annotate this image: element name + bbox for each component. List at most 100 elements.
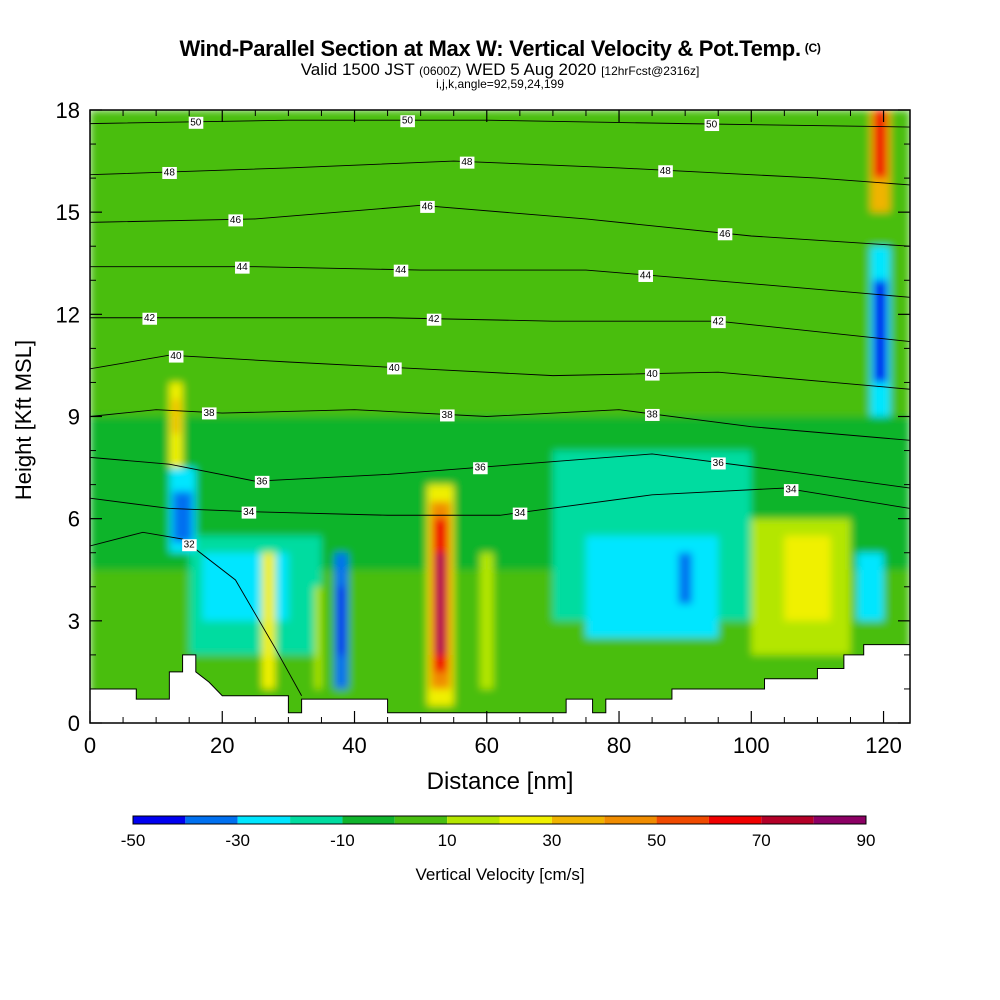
- theta-contour: [90, 409, 910, 441]
- x-tick-label: 100: [733, 733, 770, 758]
- contour-label-bg: [201, 407, 217, 420]
- w-cell: [873, 280, 887, 383]
- contour-label: 48: [461, 157, 473, 168]
- contour-label-bg: [473, 462, 488, 475]
- theta-contour: [90, 266, 910, 298]
- w-cell: [784, 535, 831, 621]
- contour-label: 36: [475, 463, 487, 474]
- colorbar-tick-label: -10: [330, 831, 355, 850]
- copyright-mark: (C): [804, 41, 821, 55]
- contour-label-bg: [168, 350, 184, 363]
- x-axis-label: Distance [nm]: [426, 768, 574, 795]
- title-text: Wind-Parallel Section at Max W: Vertical…: [179, 36, 801, 61]
- x-tick-label: 60: [475, 733, 499, 758]
- forecast-info: [12hrFcst@2316z]: [601, 64, 700, 78]
- y-tick-label: 12: [56, 302, 80, 327]
- colorbar-swatch: [761, 816, 814, 824]
- terrain-mask: [90, 644, 910, 723]
- contour-label-bg: [400, 115, 415, 128]
- theta-contour: [90, 160, 910, 186]
- vertical-velocity-field: [90, 110, 910, 723]
- contour-label: 42: [428, 314, 440, 325]
- w-cell: [678, 552, 692, 604]
- contour-label: 38: [647, 409, 659, 420]
- chart-title: Wind-Parallel Section at Max W: Vertical…: [0, 36, 1000, 62]
- colorbar-title: Vertical Velocity [cm/s]: [415, 865, 585, 884]
- y-tick-label: 15: [56, 200, 80, 225]
- w-cell: [480, 552, 494, 689]
- contour-label-bg: [182, 539, 197, 552]
- theta-contour: [90, 453, 910, 489]
- contour-label-bg: [235, 261, 250, 274]
- w-cell: [314, 586, 322, 689]
- colorbar-tick-label: 50: [647, 831, 666, 850]
- contour-label-bg: [387, 362, 402, 375]
- colorbar-swatch: [290, 816, 343, 824]
- contour-label-bg: [717, 228, 733, 241]
- w-cell: [585, 535, 719, 638]
- colorbar-swatch: [499, 816, 552, 824]
- contour-label: 42: [713, 317, 725, 328]
- contour-label-bg: [638, 269, 653, 282]
- contour-label-bg: [228, 214, 243, 227]
- colorbar-swatch: [133, 816, 186, 824]
- contour-label: 34: [785, 485, 797, 496]
- contour-label: 44: [640, 270, 652, 281]
- contour-label: 40: [389, 363, 401, 374]
- contour-label: 34: [243, 507, 255, 518]
- contour-label-bg: [254, 475, 270, 488]
- y-tick-label: 0: [68, 711, 80, 736]
- y-tick-label: 6: [68, 507, 80, 532]
- colorbar-swatch: [813, 816, 866, 824]
- contour-label: 38: [203, 408, 215, 419]
- contour-label: 36: [713, 458, 725, 469]
- colorbar-tick-label: -30: [225, 831, 250, 850]
- colorbar-tick-label: 90: [857, 831, 876, 850]
- contour-label-bg: [704, 119, 720, 132]
- colorbar-swatch: [656, 816, 709, 824]
- colorbar-swatch: [551, 816, 605, 824]
- colorbar-swatch: [237, 816, 291, 824]
- contour-label-bg: [426, 313, 442, 326]
- contour-label: 32: [184, 540, 196, 551]
- theta-contour: [90, 531, 303, 696]
- contour-label: 48: [660, 166, 672, 177]
- theta-contour: [90, 317, 910, 343]
- contour-label-bg: [241, 506, 257, 519]
- x-tick-label: 0: [84, 733, 96, 758]
- contour-label: 38: [442, 410, 454, 421]
- w-cell: [337, 586, 345, 655]
- x-tick-label: 120: [865, 733, 902, 758]
- colorbar-swatch: [708, 816, 762, 824]
- colorbar: -50 -30 -10 10 30 50 70 90: [121, 815, 876, 850]
- contour-label-bg: [645, 408, 660, 421]
- colorbar-swatch: [342, 816, 395, 824]
- valid-time-line: Valid 1500 JST (0600Z) WED 5 Aug 2020 [1…: [0, 60, 1000, 80]
- contour-label: 40: [647, 369, 659, 380]
- contour-label-bg: [393, 264, 409, 277]
- contour-label-bg: [459, 156, 475, 169]
- y-tick-label: 9: [68, 405, 80, 430]
- contour-label-bg: [162, 166, 177, 179]
- colorbar-swatch: [604, 816, 657, 824]
- colorbar-swatch: [185, 816, 238, 824]
- colorbar-tick-label: -50: [121, 831, 146, 850]
- w-cell: [172, 399, 180, 434]
- w-cell: [437, 552, 444, 655]
- contour-label-bg: [512, 507, 528, 520]
- contour-label: 48: [164, 167, 176, 178]
- contour-label-bg: [645, 368, 660, 381]
- w-cell: [873, 110, 887, 179]
- x-tick-label: 20: [210, 733, 234, 758]
- colorbar-tick-label: 10: [438, 831, 457, 850]
- w-cell: [261, 552, 276, 689]
- colorbar-swatch: [394, 816, 448, 824]
- w-cell: [90, 110, 910, 298]
- terrain-shape: [90, 644, 910, 723]
- contour-label: 46: [230, 215, 242, 226]
- contour-label-bg: [440, 409, 455, 422]
- contour-label: 50: [190, 117, 202, 128]
- x-tick-label: 40: [342, 733, 366, 758]
